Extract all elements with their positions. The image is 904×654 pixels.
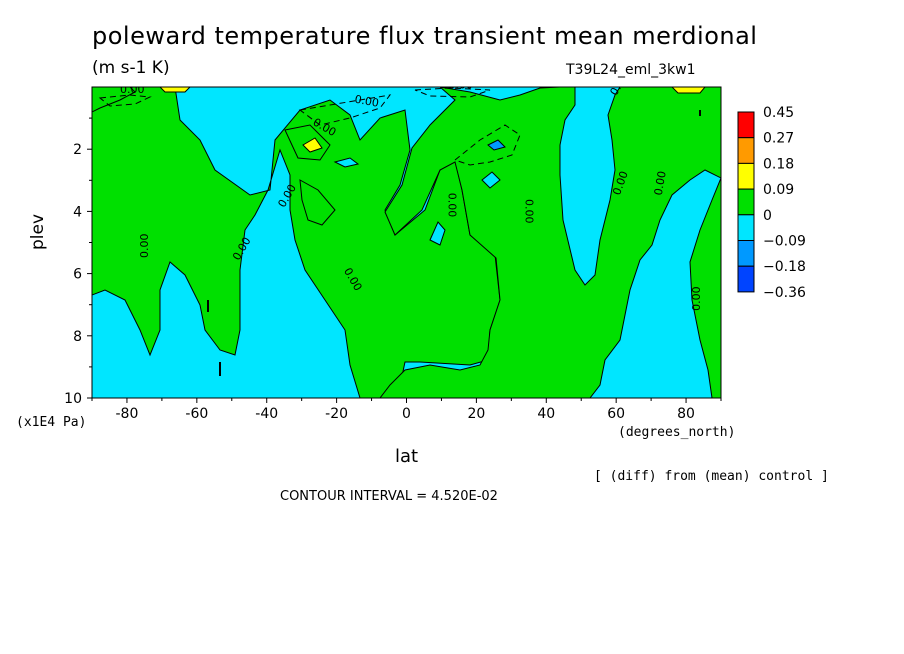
x-tick-label: -40 bbox=[255, 406, 278, 422]
contour-label: 0.00 bbox=[608, 70, 632, 98]
x-tick-label: 40 bbox=[537, 406, 555, 422]
colorbar-swatch bbox=[737, 188, 755, 216]
negative-pocket bbox=[481, 171, 501, 189]
x-axis-units: (degrees_north) bbox=[618, 425, 736, 440]
x-tick-label: 80 bbox=[677, 406, 695, 422]
y-tick-label: 8 bbox=[73, 329, 82, 345]
dashed-contour bbox=[98, 94, 152, 107]
colorbar-swatch bbox=[737, 137, 755, 164]
chart-title: poleward temperature flux transient mean… bbox=[92, 22, 758, 50]
contour-label: 0.00 bbox=[138, 234, 151, 259]
colorbar-swatch bbox=[737, 111, 755, 139]
y-tick-label: 2 bbox=[73, 142, 82, 158]
positive-maximum bbox=[671, 87, 706, 94]
x-tick-label: 0 bbox=[402, 406, 411, 422]
contour-label: 0.00 bbox=[445, 193, 458, 218]
colorbar-label: 0.45 bbox=[763, 105, 794, 121]
x-tick-label: -80 bbox=[116, 406, 139, 422]
negative-pocket bbox=[333, 157, 360, 168]
x-tick-label: 20 bbox=[467, 406, 485, 422]
contour-interval-note: CONTOUR INTERVAL = 4.520E-02 bbox=[280, 489, 498, 504]
dashed-contour bbox=[453, 124, 521, 166]
units-label: (m s-1 K) bbox=[92, 58, 170, 78]
y-axis: 2 4 6 8 10 bbox=[64, 117, 92, 407]
colorbar-label: −0.18 bbox=[763, 259, 806, 275]
colorbar-label: 0.27 bbox=[763, 131, 794, 147]
colorbar-label: −0.36 bbox=[763, 285, 806, 301]
colorbar-swatch bbox=[737, 162, 755, 190]
contour-line bbox=[299, 179, 336, 226]
contour-label: 0.00 bbox=[690, 286, 703, 311]
positive-maximum bbox=[159, 87, 191, 93]
diff-note: [ (diff) from (mean) control ] bbox=[594, 469, 829, 484]
x-tick-label: -20 bbox=[325, 406, 348, 422]
y-axis-units: (x1E4 Pa) bbox=[16, 415, 87, 430]
contour-label: 0.00 bbox=[120, 83, 145, 96]
x-tick-label: 60 bbox=[607, 406, 625, 422]
colorbar-swatch bbox=[737, 265, 755, 293]
contour-label: 0.00 bbox=[354, 93, 380, 110]
x-tick-label: -60 bbox=[185, 406, 208, 422]
y-tick-label: 4 bbox=[73, 204, 82, 220]
colorbar: 0.45 0.27 0.18 0.09 0 −0.09 −0.18 −0.36 bbox=[737, 105, 806, 301]
colorbar-label: −0.09 bbox=[763, 234, 806, 250]
positive-region-far-south bbox=[92, 87, 136, 113]
contour-label: 0.00 bbox=[522, 199, 535, 224]
positive-region-north bbox=[689, 177, 721, 398]
positive-region-upper-mid bbox=[379, 87, 721, 398]
contour-line bbox=[284, 124, 331, 161]
colorbar-swatch bbox=[737, 240, 755, 267]
negative-pocket bbox=[429, 221, 446, 246]
negative-minimum bbox=[487, 139, 506, 151]
colorbar-label: 0 bbox=[763, 208, 772, 224]
contour-label: 0.00 bbox=[652, 170, 669, 196]
plot-area: 0.000.000.000.000.000.000.00 0.000.00 0.00… bbox=[92, 70, 721, 398]
y-tick-label: 10 bbox=[64, 391, 82, 407]
colorbar-label: 0.18 bbox=[763, 156, 794, 172]
x-axis: -80 -60 -40 -20 0 20 40 60 80 bbox=[91, 398, 722, 422]
contour-label: 0.00 bbox=[448, 79, 473, 92]
colorbar-swatch bbox=[737, 214, 755, 242]
y-tick-label: 6 bbox=[73, 267, 82, 283]
run-label: T39L24_eml_3kw1 bbox=[566, 62, 696, 78]
positive-maximum bbox=[302, 137, 323, 153]
x-axis-label: lat bbox=[395, 446, 419, 467]
dashed-contour bbox=[414, 87, 491, 98]
dashed-contour bbox=[298, 94, 392, 126]
colorbar-label: 0.09 bbox=[763, 182, 794, 198]
